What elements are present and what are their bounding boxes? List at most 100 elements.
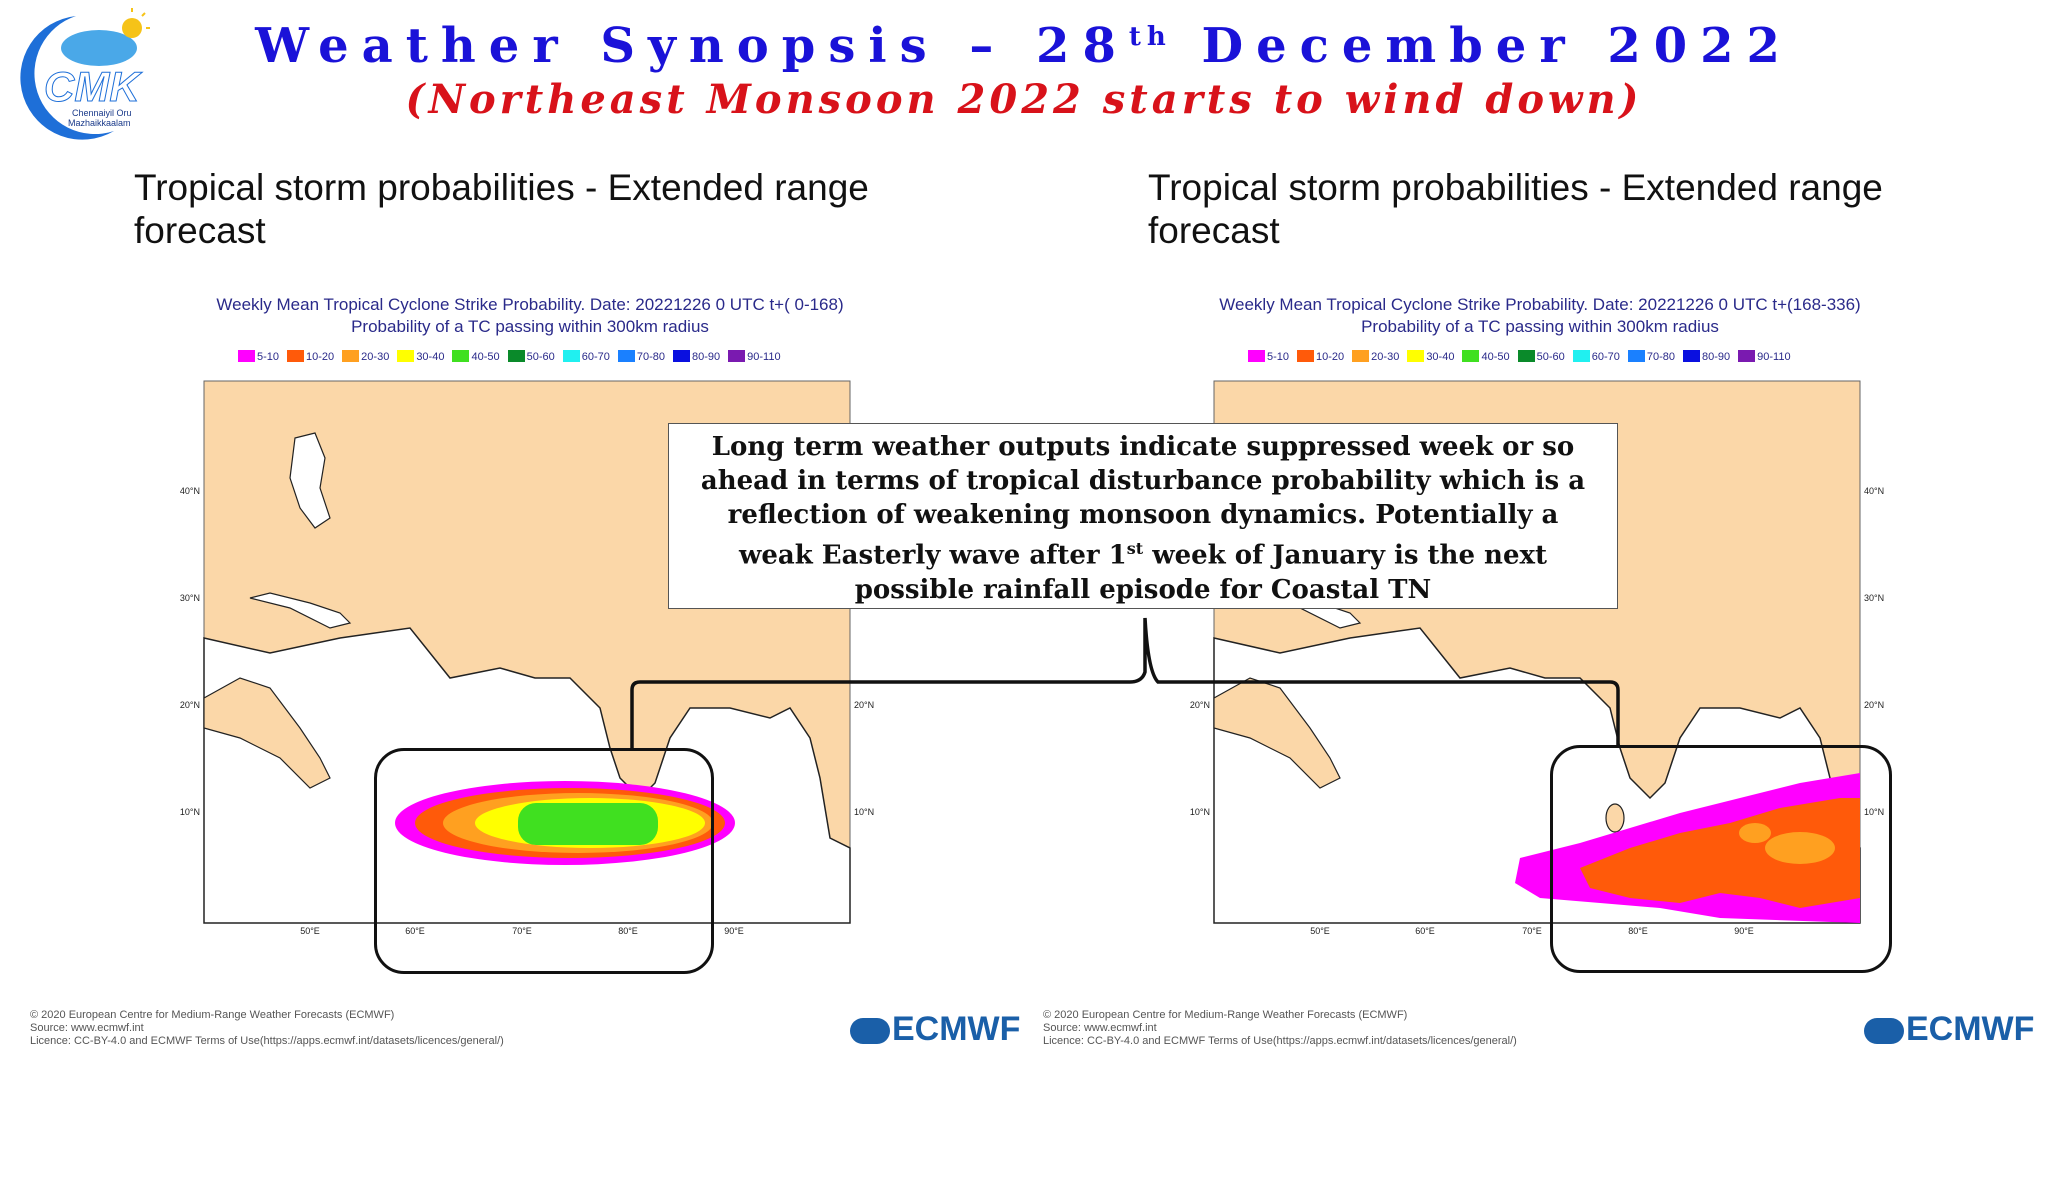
lon-label: 80°E — [618, 926, 638, 936]
page-title: Weather Synopsis – 28th December 2022 — [0, 18, 2048, 74]
left-ecmwf-text: ECMWF — [892, 1010, 1021, 1048]
legend-swatch — [1462, 349, 1480, 362]
right-credits: © 2020 European Centre for Medium-Range … — [1043, 1009, 1517, 1048]
legend-label: 90-110 — [747, 351, 781, 363]
legend-item: 5-10 — [1248, 347, 1289, 365]
legend-label: 80-90 — [692, 351, 721, 363]
legend-swatch — [342, 349, 360, 362]
legend-item: 10-20 — [287, 347, 334, 365]
legend-item: 90-110 — [728, 347, 781, 365]
legend-item: 5-10 — [238, 347, 279, 365]
lon-label: 90°E — [1734, 378, 1754, 380]
legend-item: 60-70 — [562, 347, 610, 365]
right-map-title: Weekly Mean Tropical Cyclone Strike Prob… — [1219, 295, 1861, 314]
lon-label: 70°E — [512, 378, 532, 380]
legend-label: 5-10 — [1267, 351, 1290, 363]
legend-item: 90-110 — [1738, 347, 1791, 365]
callout-line-4-post: week of January is the next — [1143, 540, 1548, 571]
legend-label: 10-20 — [306, 351, 335, 363]
legend-swatch — [1248, 349, 1265, 362]
lon-label: 50°E — [1310, 926, 1330, 936]
legend-swatch — [238, 349, 255, 362]
legend-label: 70-80 — [1646, 351, 1676, 363]
lon-label: 90°E — [1734, 926, 1754, 936]
legend-swatch — [1572, 349, 1590, 362]
lon-label: 80°E — [1628, 378, 1648, 380]
lat-label: 40°N — [1864, 486, 1884, 496]
lon-label: 50°E — [1310, 378, 1330, 380]
legend-item: 30-40 — [1407, 347, 1454, 365]
right-map-subtitle: Probability of a TC passing within 300km… — [1361, 317, 1719, 336]
legend-label: 50-60 — [526, 351, 555, 363]
logo-text: CMK — [44, 63, 142, 110]
left-ecmwf-logo: ECMWF — [850, 1010, 1020, 1049]
lon-label: 50°E — [300, 378, 320, 380]
ecmwf-emblem-icon — [850, 1018, 890, 1045]
callout-line-4-pre: weak Easterly wave after 1 — [738, 540, 1127, 571]
legend-label: 30-40 — [416, 351, 445, 363]
legend-item: 20-30 — [342, 347, 389, 365]
cmk-logo: CMK Chennaiyil Oru Mazhaikkaalam — [20, 8, 150, 140]
legend-label: 5-10 — [257, 351, 280, 363]
logo-caption-2: Mazhaikkaalam — [68, 118, 131, 128]
legend-label: 30-40 — [1426, 351, 1455, 363]
lon-label: 60°E — [1415, 378, 1435, 380]
right-ecmwf-logo: ECMWF — [1864, 1010, 2034, 1049]
lon-label: 80°E — [618, 378, 638, 380]
legend-item: 80-90 — [1683, 347, 1730, 365]
synopsis-callout: Long term weather outputs indicate suppr… — [668, 423, 1618, 609]
legend-label: 50-60 — [1536, 351, 1565, 363]
legend-swatch — [1352, 349, 1370, 362]
title-superscript: th — [1128, 22, 1172, 52]
logo-caption-1: Chennaiyil Oru — [72, 108, 132, 118]
left-credit-line-3: Licence: CC-BY-4.0 and ECMWF Terms of Us… — [30, 1035, 504, 1047]
legend-label: 20-30 — [361, 351, 390, 363]
lat-label: 30°N — [180, 593, 200, 603]
lat-label: 20°N — [1864, 700, 1884, 710]
left-highlight-box — [374, 748, 714, 974]
lat-label: 40°N — [180, 486, 200, 496]
lon-label: 60°E — [405, 378, 425, 380]
left-map-subtitle: Probability of a TC passing within 300km… — [351, 317, 709, 336]
callout-line-5: possible rainfall episode for Coastal TN — [854, 574, 1432, 605]
right-credit-line-1: © 2020 European Centre for Medium-Range … — [1043, 1009, 1408, 1021]
legend-swatch — [452, 349, 470, 362]
callout-line-2: ahead in terms of tropical disturbance p… — [700, 466, 1586, 496]
legend-item: 70-80 — [1627, 347, 1676, 365]
left-legend: 5-10 10-20 20-30 30-40 40-50 50-60 60-70 70-80 8… — [238, 347, 789, 365]
right-credit-line-3: Licence: CC-BY-4.0 and ECMWF Terms of Us… — [1043, 1035, 1517, 1047]
lat-label: 20°N — [854, 700, 874, 710]
callout-line-1: Long term weather outputs indicate suppr… — [711, 432, 1575, 462]
legend-label: 90-110 — [1757, 351, 1791, 363]
legend-swatch — [1627, 349, 1645, 362]
legend-item: 40-50 — [452, 347, 500, 365]
legend-swatch — [397, 349, 415, 362]
legend-swatch — [1297, 349, 1315, 362]
callout-bracket — [630, 617, 1620, 750]
lon-label: 80°E — [1628, 926, 1648, 936]
title-text: Weather Synopsis – 28 — [255, 18, 1129, 74]
legend-swatch — [1738, 349, 1756, 362]
lat-label: 20°N — [1190, 700, 1210, 710]
legend-label: 60-70 — [1591, 351, 1620, 363]
lon-label: 60°E — [405, 926, 425, 936]
lon-label: 70°E — [512, 926, 532, 936]
left-section-title: Tropical storm probabilities - Extended … — [134, 167, 869, 251]
lat-label: 10°N — [854, 807, 874, 817]
left-map-title: Weekly Mean Tropical Cyclone Strike Prob… — [216, 295, 844, 314]
legend-item: 50-60 — [1517, 347, 1565, 365]
callout-line-4-sup: st — [1126, 539, 1144, 558]
legend-swatch — [287, 349, 305, 362]
right-credit-line-2: Source: www.ecmwf.int — [1043, 1022, 1157, 1034]
lat-label: 10°N — [180, 807, 200, 817]
legend-label: 20-30 — [1371, 351, 1400, 363]
legend-swatch — [1517, 349, 1535, 362]
legend-swatch — [728, 349, 746, 362]
right-section-title: Tropical storm probabilities - Extended … — [1148, 167, 1883, 251]
lon-label: 70°E — [1522, 926, 1542, 936]
left-credits: © 2020 European Centre for Medium-Range … — [30, 1009, 504, 1048]
lon-label: 60°E — [1415, 926, 1435, 936]
legend-swatch — [562, 349, 580, 362]
callout-line-3: reflection of weakening monsoon dynamics… — [727, 500, 1559, 530]
lon-label: 90°E — [724, 926, 744, 936]
